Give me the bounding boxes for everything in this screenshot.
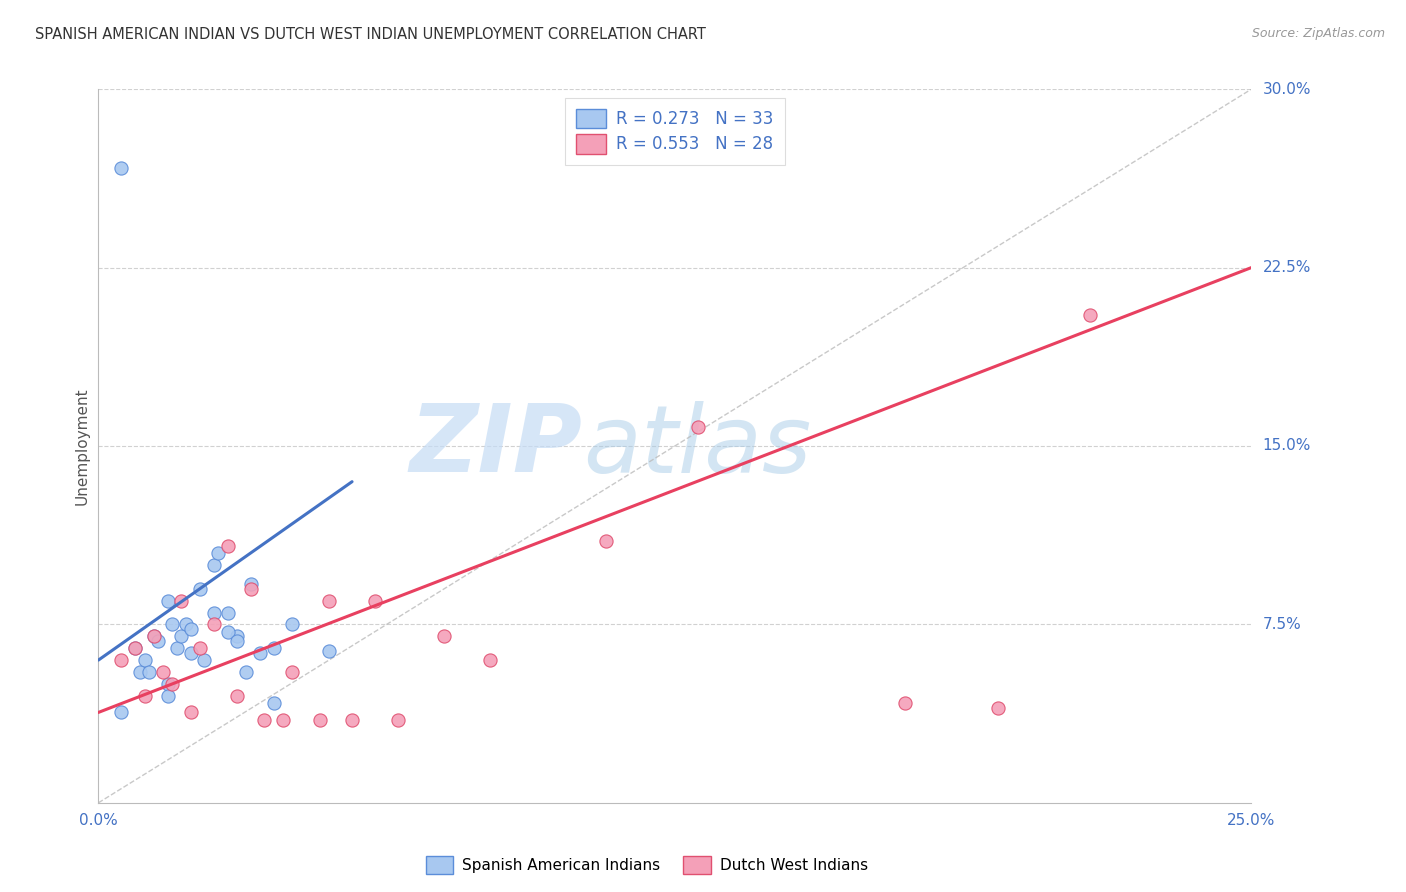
Point xyxy=(207,546,229,560)
Point xyxy=(1078,308,1101,322)
Legend: R = 0.273   N = 33, R = 0.553   N = 28: R = 0.273 N = 33, R = 0.553 N = 28 xyxy=(565,97,785,165)
Point xyxy=(156,593,179,607)
Point xyxy=(110,706,132,720)
Point xyxy=(193,653,215,667)
Point xyxy=(479,653,502,667)
Point xyxy=(249,646,271,660)
Point xyxy=(156,689,179,703)
Point xyxy=(217,624,239,639)
Text: SPANISH AMERICAN INDIAN VS DUTCH WEST INDIAN UNEMPLOYMENT CORRELATION CHART: SPANISH AMERICAN INDIAN VS DUTCH WEST IN… xyxy=(35,27,706,42)
Text: atlas: atlas xyxy=(582,401,811,491)
Point xyxy=(263,641,285,656)
Point xyxy=(188,582,211,596)
Point xyxy=(124,641,146,656)
Point xyxy=(160,617,183,632)
Point xyxy=(340,713,363,727)
Point xyxy=(433,629,456,643)
Point xyxy=(134,689,156,703)
Point xyxy=(174,617,197,632)
Point xyxy=(188,641,211,656)
Point xyxy=(202,606,225,620)
Point xyxy=(134,653,156,667)
Text: 7.5%: 7.5% xyxy=(1263,617,1301,632)
Point xyxy=(180,622,202,636)
Point xyxy=(166,641,188,656)
Point xyxy=(180,706,202,720)
Point xyxy=(156,677,179,691)
Point xyxy=(170,593,193,607)
Point xyxy=(987,700,1010,714)
Point xyxy=(318,593,340,607)
Legend: Spanish American Indians, Dutch West Indians: Spanish American Indians, Dutch West Ind… xyxy=(419,850,875,880)
Point xyxy=(281,665,304,679)
Point xyxy=(595,534,617,549)
Point xyxy=(202,558,225,572)
Y-axis label: Unemployment: Unemployment xyxy=(75,387,90,505)
Point xyxy=(271,713,294,727)
Point xyxy=(239,577,262,591)
Point xyxy=(894,696,917,710)
Point xyxy=(263,696,285,710)
Point xyxy=(138,665,160,679)
Point xyxy=(142,629,165,643)
Point xyxy=(202,617,225,632)
Point xyxy=(235,665,257,679)
Point xyxy=(217,539,239,553)
Point xyxy=(124,641,146,656)
Point xyxy=(110,653,132,667)
Point xyxy=(253,713,276,727)
Point xyxy=(318,643,340,657)
Point xyxy=(217,606,239,620)
Point xyxy=(148,634,170,648)
Point xyxy=(364,593,387,607)
Point xyxy=(129,665,152,679)
Point xyxy=(225,689,247,703)
Point xyxy=(180,646,202,660)
Point xyxy=(110,161,132,175)
Point xyxy=(225,629,247,643)
Point xyxy=(170,629,193,643)
Text: 22.5%: 22.5% xyxy=(1263,260,1310,275)
Text: ZIP: ZIP xyxy=(409,400,582,492)
Point xyxy=(160,677,183,691)
Point xyxy=(308,713,330,727)
Point xyxy=(281,617,304,632)
Point xyxy=(225,634,247,648)
Text: 15.0%: 15.0% xyxy=(1263,439,1310,453)
Point xyxy=(152,665,174,679)
Point xyxy=(239,582,262,596)
Point xyxy=(686,420,709,434)
Text: Source: ZipAtlas.com: Source: ZipAtlas.com xyxy=(1251,27,1385,40)
Text: 30.0%: 30.0% xyxy=(1263,82,1310,96)
Point xyxy=(142,629,165,643)
Point xyxy=(387,713,409,727)
